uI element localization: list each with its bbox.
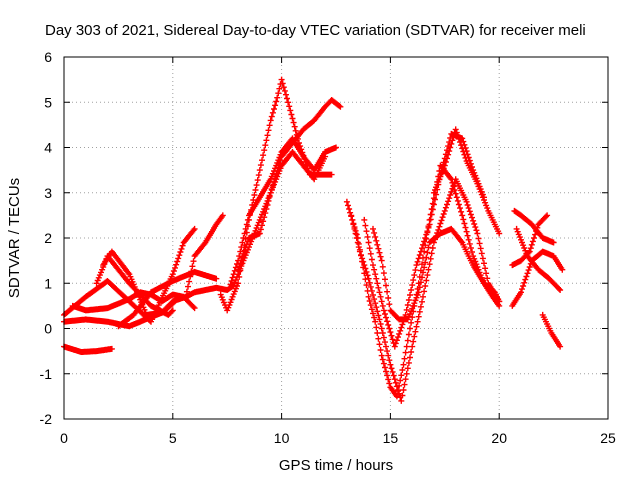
data-point-markers: [226, 135, 339, 291]
series-track-11: [235, 149, 329, 273]
data-points: [61, 76, 566, 404]
series-track-7: [115, 268, 220, 330]
y-tick-label: 4: [44, 140, 52, 156]
y-tick-label: 1: [44, 275, 52, 291]
x-tick-label: 0: [60, 430, 68, 446]
x-axis-label: GPS time / hours: [279, 457, 393, 474]
plot-frame: [63, 56, 609, 420]
data-point-markers: [61, 343, 115, 355]
series-track-15: [370, 225, 503, 323]
data-point-markers: [115, 268, 220, 330]
x-tick-label: 15: [383, 430, 399, 446]
series-track-20: [539, 311, 564, 350]
data-point-markers: [93, 253, 176, 318]
grid-lines: [64, 57, 608, 419]
series-track-6: [93, 253, 176, 318]
series-track-10: [226, 135, 339, 291]
series-track-19: [509, 248, 566, 309]
series-track-13: [348, 176, 503, 404]
y-tick-label: 0: [44, 321, 52, 337]
data-point-markers: [509, 248, 566, 309]
x-tick-label: 25: [600, 430, 616, 446]
axis-ticks: 0 5 10 15 20 25 -2 -1 0 1 2 3 4 5 6: [40, 49, 616, 446]
data-point-markers: [430, 126, 503, 237]
x-tick-label: 10: [274, 430, 290, 446]
x-tick-label: 20: [491, 430, 507, 446]
y-tick-label: -1: [40, 366, 53, 382]
series-track-8: [182, 97, 344, 300]
data-point-markers: [370, 225, 503, 323]
chart-title: Day 303 of 2021, Sidereal Day-to-day VTE…: [45, 22, 586, 39]
data-point-markers: [348, 176, 503, 404]
y-tick-label: 5: [44, 94, 52, 110]
series-track-12: [343, 162, 503, 400]
y-tick-label: -2: [40, 411, 53, 427]
series-track-1: [61, 343, 115, 355]
series-track-21: [509, 212, 551, 269]
series-track-16: [430, 126, 503, 237]
y-tick-label: 2: [44, 230, 52, 246]
y-tick-label: 6: [44, 49, 52, 65]
data-point-markers: [182, 97, 344, 300]
data-point-markers: [343, 162, 503, 400]
data-point-markers: [539, 311, 564, 350]
y-tick-label: 3: [44, 185, 52, 201]
y-axis-label: SDTVAR / TECUs: [6, 178, 23, 298]
x-tick-label: 5: [169, 430, 177, 446]
data-point-markers: [235, 149, 329, 273]
data-point-markers: [509, 212, 551, 269]
